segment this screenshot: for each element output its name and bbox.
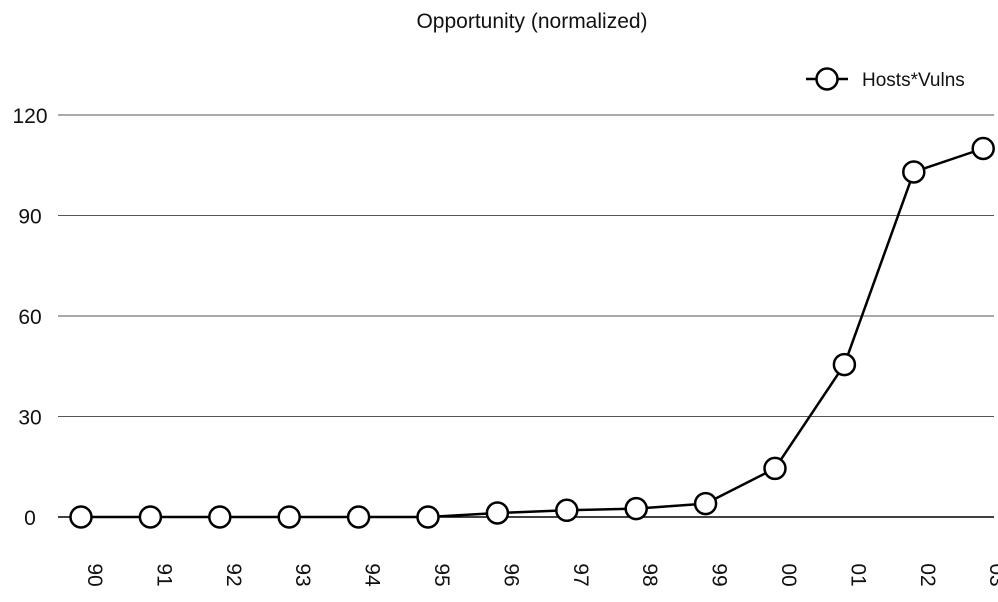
x-tick-label: 03	[985, 563, 998, 586]
data-point	[971, 136, 995, 161]
series-lines	[81, 147, 984, 519]
y-tick-label: 60	[18, 306, 41, 329]
y-axis-ticks: 0 30 60 90 120	[12, 105, 47, 530]
x-tick-label: 94	[361, 563, 384, 587]
data-point	[346, 505, 371, 529]
x-tick-label: 90	[83, 563, 106, 586]
data-point	[416, 505, 440, 529]
y-tick-label: 90	[18, 206, 41, 229]
data-point	[138, 505, 163, 529]
y-tick-label: 120	[12, 105, 47, 128]
x-tick-label: 92	[222, 563, 245, 586]
data-point	[555, 498, 579, 523]
legend-label: Hosts*Vulns	[862, 70, 965, 91]
chart-title: Opportunity (normalized)	[416, 10, 647, 33]
y-tick-label: 0	[24, 507, 36, 530]
series-markers	[69, 136, 995, 529]
x-tick-label: 99	[708, 563, 731, 586]
x-tick-label: 98	[638, 563, 661, 586]
x-tick-label: 97	[569, 563, 592, 586]
y-gridlines	[58, 114, 994, 518]
data-point	[763, 456, 787, 481]
x-axis-ticks: 90 91 92 93 94 95 96 97 98 99 00 01 02 03	[83, 563, 998, 587]
legend: Hosts*Vulns	[806, 67, 965, 91]
legend-marker-icon	[815, 67, 839, 91]
x-tick-label: 01	[846, 563, 869, 586]
y-tick-label: 30	[18, 407, 41, 430]
data-point	[832, 352, 857, 377]
data-point	[902, 160, 926, 184]
x-tick-label: 93	[291, 563, 314, 586]
x-tick-label: 95	[430, 563, 453, 586]
x-tick-label: 00	[777, 563, 800, 586]
data-point	[485, 501, 510, 525]
x-tick-label: 96	[499, 563, 522, 586]
data-point	[69, 505, 93, 529]
x-tick-label: 02	[916, 563, 939, 586]
series-line	[81, 147, 984, 519]
x-tick-label: 91	[152, 563, 175, 586]
data-point	[624, 496, 648, 521]
data-point	[208, 505, 232, 529]
data-point	[277, 505, 301, 529]
data-point	[693, 491, 718, 516]
